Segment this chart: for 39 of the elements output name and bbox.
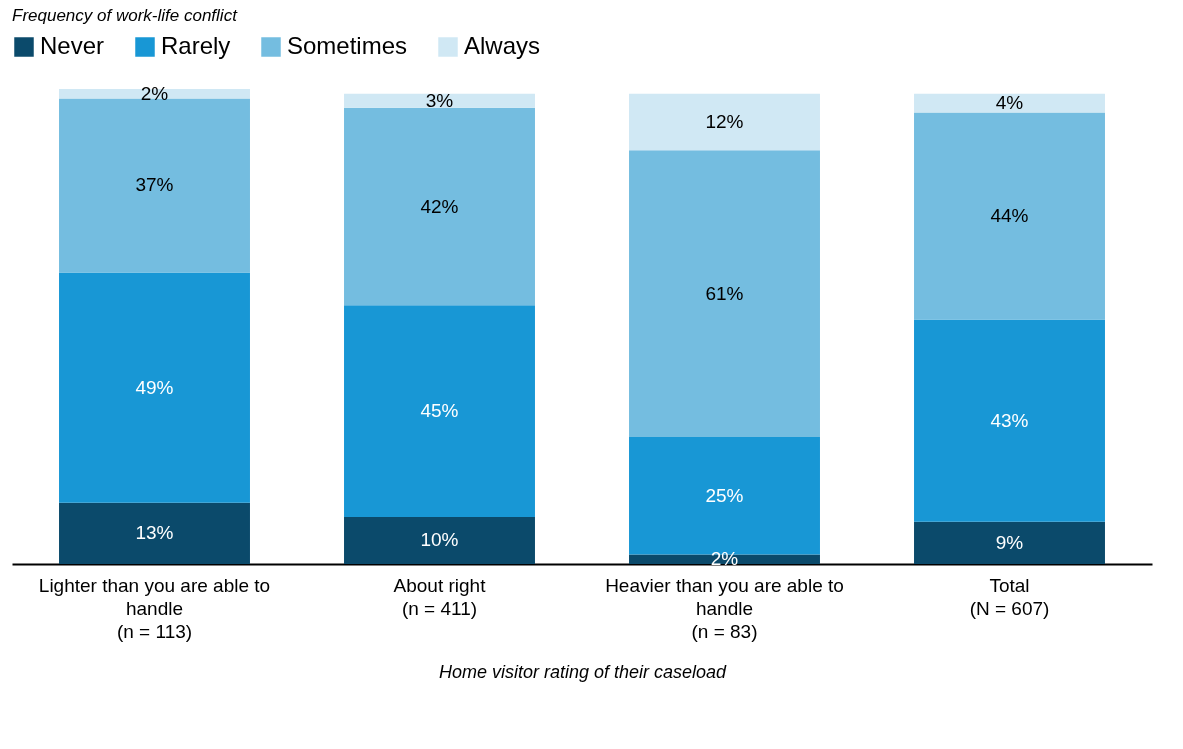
- data-label: 25%: [705, 484, 744, 506]
- bar: [914, 319, 1105, 522]
- data-label: 10%: [420, 529, 459, 551]
- x-axis-title: Home visitor rating of their caseload: [438, 661, 728, 682]
- legend-label: Always: [464, 32, 541, 59]
- data-label: 43%: [990, 409, 1029, 431]
- bar: [344, 93, 535, 108]
- bar: [344, 107, 535, 306]
- data-label: 4%: [995, 92, 1024, 114]
- bar: [59, 502, 250, 564]
- x-tick-label: Heavier than you are able to handle (n = 83): [605, 574, 844, 642]
- bar: [914, 521, 1105, 564]
- bar: [629, 150, 820, 438]
- data-label: 37%: [135, 174, 174, 196]
- data-label: 61%: [705, 282, 744, 304]
- data-label: 2%: [140, 82, 169, 104]
- legend-label: Sometimes: [287, 32, 408, 59]
- data-label: 2%: [710, 548, 739, 570]
- x-tick-label: Lighter than you are able to handle (n = 113): [38, 574, 271, 642]
- x-tick-label: Total (N = 607): [969, 574, 1050, 619]
- x-tick-label: About right (n = 411): [393, 574, 487, 619]
- data-label: 13%: [135, 522, 174, 544]
- data-label: 45%: [420, 400, 459, 422]
- bar: [914, 112, 1105, 320]
- data-label: 49%: [135, 376, 174, 398]
- data-label: 9%: [995, 531, 1024, 553]
- bar: [344, 305, 535, 517]
- data-label: 44%: [990, 204, 1029, 226]
- legend-label: Rarely: [161, 32, 231, 59]
- bar: [914, 93, 1105, 113]
- data-label: 3%: [425, 89, 454, 111]
- legend-title: Frequency of work-life conflict: [12, 6, 239, 25]
- bar: [344, 516, 535, 564]
- bar: [59, 98, 250, 273]
- data-label: 12%: [705, 110, 744, 132]
- data-label: 42%: [420, 195, 459, 217]
- bar: [59, 272, 250, 503]
- bar: [629, 93, 820, 151]
- legend-label: Never: [40, 32, 105, 59]
